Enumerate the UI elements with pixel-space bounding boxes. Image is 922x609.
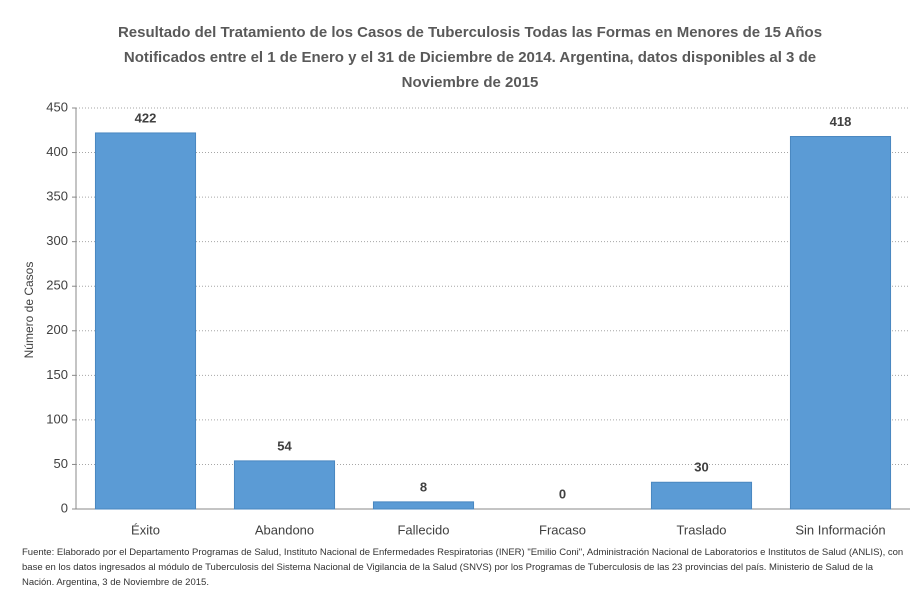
x-tick-label: Abandono [255,522,314,537]
data-label: 422 [135,110,157,125]
bar [372,501,475,510]
data-label: 30 [694,460,708,475]
y-tick-label: 200 [46,322,68,337]
chart-title: Resultado del Tratamiento de los Casos d… [117,24,823,91]
x-tick-label: Sin Información [795,522,885,537]
y-tick-label: 350 [46,189,68,204]
y-tick-label: 50 [54,456,68,471]
y-tick-label: 250 [46,278,68,293]
y-tick-label: 100 [46,411,68,426]
y-tick-label: 300 [46,233,68,248]
y-tick-label: 0 [61,500,68,515]
y-tick-label: 150 [46,367,68,382]
y-tick-label: 400 [46,144,68,159]
data-label: 418 [830,114,852,129]
y-tick-label: 450 [46,99,68,114]
bar [650,481,753,510]
y-axis-label: Número de Casos [22,262,36,359]
x-tick-label: Fracaso [539,522,586,537]
data-label: 0 [559,486,566,501]
x-tick-label: Éxito [131,522,160,537]
bar [789,136,892,510]
x-tick-label: Fallecido [397,522,449,537]
x-tick-label: Traslado [676,522,726,537]
data-label: 54 [277,438,292,453]
bar [233,460,336,510]
source-note: Fuente: Elaborado por el Departamento Pr… [22,547,904,588]
data-label: 8 [420,479,427,494]
bar [94,132,197,510]
